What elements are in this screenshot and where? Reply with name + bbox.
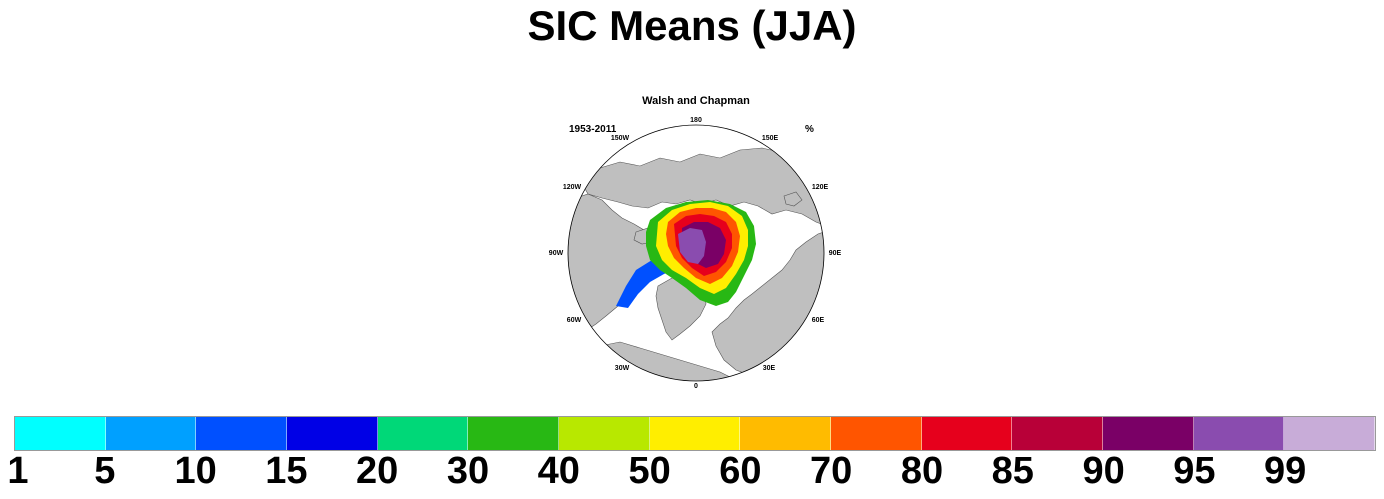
map-boundary	[567, 124, 825, 382]
colorbar-tick-15: 15	[265, 450, 308, 492]
longitude-labels: 180 150E 120E 90E 60E 30E 0 30W 60W 90W …	[549, 117, 842, 390]
lon-label-0: 0	[694, 383, 698, 390]
lon-label-60e: 60E	[812, 317, 825, 324]
colorbar-tick-50: 50	[628, 450, 671, 492]
colorbar-tick-99: 99	[1264, 450, 1307, 492]
lon-label-150w: 150W	[611, 135, 630, 142]
colorbar-tick-40: 40	[537, 450, 580, 492]
colorbar-tick-60: 60	[719, 450, 762, 492]
lon-label-180: 180	[690, 117, 702, 124]
colorbar-swatch-11	[921, 417, 1013, 450]
colorbar-tick-1: 1	[7, 450, 29, 492]
colorbar-swatch-8	[649, 417, 741, 450]
colorbar-tick-85: 85	[991, 450, 1034, 492]
main-title: SIC Means (JJA)	[527, 2, 857, 49]
land-south-band	[599, 341, 751, 381]
colorbar-tick-10: 10	[174, 450, 217, 492]
colorbar-swatch-13	[1103, 417, 1194, 450]
lon-label-60w: 60W	[567, 317, 582, 324]
colorbar-swatch-3	[196, 417, 288, 450]
colorbar-swatch-2	[105, 417, 197, 450]
colorbar-swatch-1	[15, 417, 106, 450]
colorbar-swatch-14	[1193, 417, 1285, 450]
colorbar-tick-95: 95	[1173, 450, 1216, 492]
lon-label-90e: 90E	[829, 250, 842, 257]
colorbar-swatch-10	[831, 417, 922, 450]
polar-map: 180 150E 120E 90E 60E 30E 0 30W 60W 90W …	[549, 117, 842, 390]
colorbar-swatch-15	[1284, 417, 1376, 450]
colorbar	[14, 416, 1376, 451]
colorbar-swatch-9	[740, 417, 832, 450]
colorbar-tick-70: 70	[810, 450, 853, 492]
lon-label-120e: 120E	[812, 184, 829, 191]
colorbar-swatch-6	[468, 417, 560, 450]
colorbar-tick-5: 5	[94, 450, 116, 492]
lon-label-30w: 30W	[615, 365, 630, 372]
lon-label-30e: 30E	[763, 365, 776, 372]
colorbar-swatch-12	[1012, 417, 1104, 450]
ice-concentration-layer	[616, 200, 756, 308]
colorbar-tick-labels: 1 5 10 15 20 30 40 50 60 70 80 85 90 95 99	[0, 450, 1384, 498]
lon-label-90w: 90W	[549, 250, 564, 257]
colorbar-tick-20: 20	[356, 450, 399, 492]
lon-label-120w: 120W	[563, 184, 582, 191]
colorbar-tick-90: 90	[1082, 450, 1125, 492]
period-label: 1953-2011	[569, 124, 617, 135]
colorbar-swatch-4	[287, 417, 378, 450]
lon-label-150e: 150E	[762, 135, 779, 142]
colorbar-swatch-5	[377, 417, 469, 450]
units-label: %	[805, 124, 814, 135]
colorbar-swatch-7	[559, 417, 650, 450]
colorbar-tick-80: 80	[900, 450, 944, 492]
colorbar-tick-30: 30	[446, 450, 490, 492]
map-subtitle: Walsh and Chapman	[642, 95, 750, 107]
land-eurasia-north	[579, 147, 824, 229]
ice-core-lavender	[678, 228, 706, 264]
